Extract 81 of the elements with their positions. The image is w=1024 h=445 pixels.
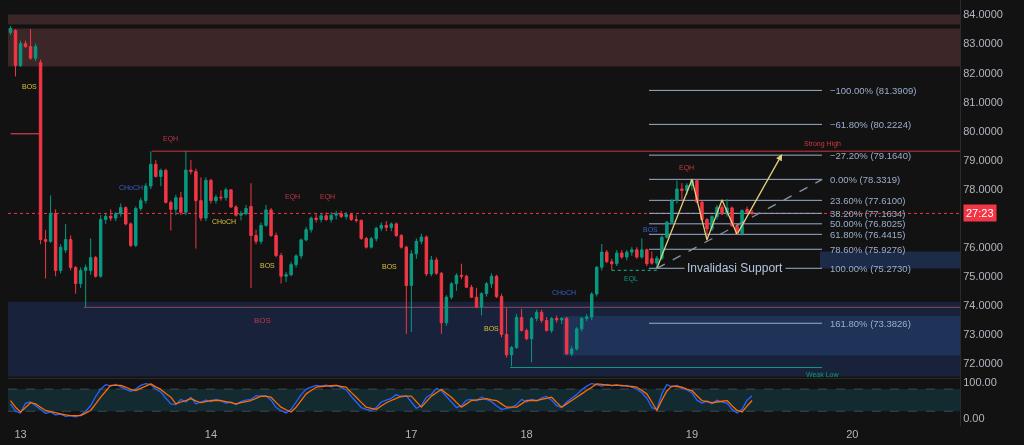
y-tick-label: 79.0000 (963, 153, 1003, 166)
candlestick (554, 314, 559, 324)
candlestick (384, 220, 389, 232)
candlestick (640, 237, 644, 260)
candlestick (489, 272, 494, 289)
candlestick (93, 255, 98, 279)
ref-line-label: 161.80% (73.3826) (830, 318, 911, 329)
candlestick (439, 271, 444, 335)
x-tick-label: 17 (405, 428, 418, 440)
candlestick (720, 204, 724, 216)
candlestick (28, 28, 33, 61)
candlestick (559, 316, 564, 325)
candlestick (454, 272, 459, 292)
candlestick (43, 229, 48, 280)
y-tick-label: 82.0000 (963, 66, 1003, 79)
y-tick-label: 0.00 (963, 412, 985, 425)
y-tick-label: 74.0000 (963, 299, 1003, 312)
y-tick-label: 80.0000 (963, 124, 1003, 137)
candlestick (389, 221, 394, 232)
ref-line-label: 78.60% (75.9276) (830, 244, 906, 255)
candlestick (479, 291, 484, 316)
x-tick-label: 14 (204, 428, 218, 440)
ref-line-label: 100.00% (75.2730) (830, 263, 911, 274)
candlestick (48, 194, 53, 244)
x-tick-label: 13 (14, 428, 27, 440)
y-tick-label: 76.0000 (963, 241, 1003, 253)
x-tick-label: 20 (846, 428, 859, 440)
candlestick (504, 307, 509, 359)
candlestick (564, 316, 569, 356)
x-tick-label: 19 (685, 428, 699, 440)
candlestick (184, 150, 188, 216)
annotation: Invalidasi Support (687, 261, 784, 275)
candlestick (63, 223, 68, 254)
x-tick-label: 18 (520, 428, 533, 440)
ref-line-label: −100.00% (81.3909) (830, 85, 917, 96)
candlestick (319, 213, 323, 223)
candlestick (459, 263, 464, 280)
y-tick-label: 81.0000 (963, 95, 1003, 108)
candlestick (434, 256, 439, 276)
candlestick (449, 281, 454, 300)
candlestick (635, 246, 639, 260)
ref-line-label: 38.20% (77.1634) (830, 208, 906, 219)
candlestick (154, 159, 158, 178)
candlestick (219, 189, 223, 202)
candlestick (224, 187, 228, 202)
ref-line-label: 0.00% (78.3319) (830, 174, 901, 185)
text: 27:23 (966, 207, 994, 219)
annotation: BOS (254, 316, 271, 325)
candlestick (33, 43, 38, 62)
candlestick (615, 249, 619, 267)
candlestick (13, 28, 18, 77)
candlestick (620, 249, 624, 260)
candlestick (344, 211, 348, 221)
ref-line-label: −61.80% (80.2224) (830, 119, 912, 130)
ref-line-label: 61.80% (76.4415) (830, 229, 906, 240)
candlestick (519, 308, 524, 332)
y-tick-label: 100.00 (963, 375, 997, 388)
y-tick-label: 73.0000 (963, 328, 1003, 341)
candlestick (209, 178, 213, 205)
candlestick (159, 168, 163, 187)
candlestick (8, 25, 13, 36)
ref-line-label: 23.60% (77.6100) (830, 195, 906, 206)
candlestick (549, 316, 554, 334)
y-tick-label: 83.0000 (963, 37, 1003, 50)
y-tick-label: 84.0000 (963, 8, 1003, 21)
y-tick-label: 78.0000 (963, 182, 1003, 195)
candlestick (174, 194, 178, 216)
ref-line-label: −27.20% (79.1640) (830, 150, 912, 161)
candlestick (484, 281, 489, 298)
candlestick (655, 255, 659, 269)
candlestick (214, 194, 218, 205)
candlestick (680, 182, 684, 202)
candlestick (529, 316, 534, 363)
y-tick-label: 75.0000 (963, 270, 1003, 283)
candlestick (23, 40, 28, 49)
candlestick (429, 255, 434, 277)
ref-line-label: 50.00% (76.8025) (830, 218, 906, 229)
candlestick (469, 284, 474, 299)
candlestick (204, 176, 208, 222)
y-tick-label: 72.0000 (963, 357, 1003, 370)
candlestick (474, 287, 479, 309)
